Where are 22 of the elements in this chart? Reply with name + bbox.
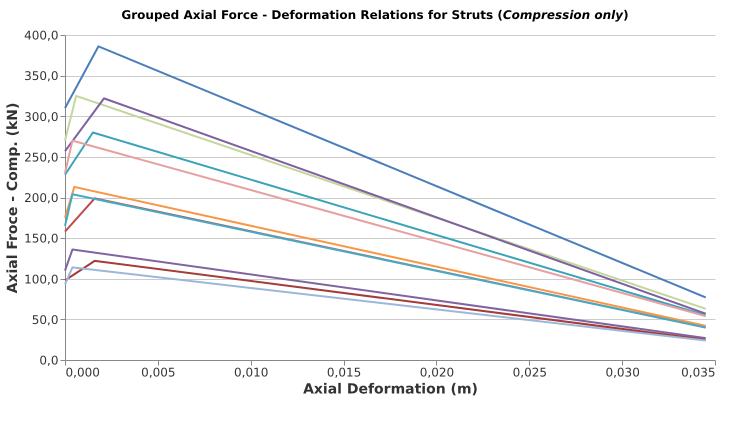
x-axis-title: Axial Deformation (m) (303, 382, 478, 398)
x-tick-label: 0,010 (234, 366, 268, 380)
y-tick-label: 200,0 (24, 191, 58, 205)
x-tick-label: 0,005 (141, 366, 176, 380)
x-tick-label: 0,035 (681, 366, 716, 380)
y-tick-label: 400,0 (24, 28, 58, 42)
y-tick-label: 150,0 (24, 232, 58, 246)
x-tick-label: 0,020 (420, 366, 454, 380)
x-tick-label: 0,000 (66, 366, 100, 380)
y-axis-title: Axial Froce - Comp. (kN) (5, 102, 22, 294)
y-tick-label: 50,0 (32, 312, 58, 327)
x-tick-label: 0,030 (605, 366, 640, 380)
y-tick-label: 250,0 (24, 150, 58, 164)
text: Grouped Axial Force - Deformation Relations for Struts ( (121, 8, 503, 22)
x-tick-label: 0,025 (512, 366, 547, 380)
text: Compression only (502, 8, 624, 22)
y-tick-label: 300,0 (24, 110, 58, 124)
y-tick-label: 350,0 (24, 69, 58, 84)
text: ) (623, 8, 629, 22)
y-tick-label: 100,0 (24, 272, 58, 286)
x-tick-label: 0,015 (326, 366, 362, 380)
y-tick-label: 0,0 (39, 354, 58, 368)
